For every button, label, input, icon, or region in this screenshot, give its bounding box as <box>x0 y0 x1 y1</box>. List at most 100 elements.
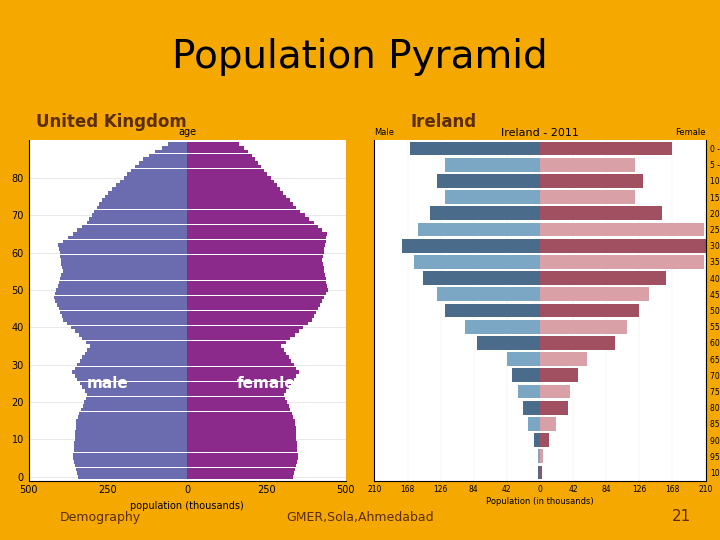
Bar <box>73 453 187 456</box>
Bar <box>540 190 634 204</box>
Bar <box>187 396 285 400</box>
Bar <box>108 191 187 194</box>
Bar <box>187 341 286 344</box>
Bar <box>540 303 639 318</box>
Bar <box>187 285 327 288</box>
Bar <box>187 161 258 165</box>
Bar <box>99 202 187 206</box>
Bar <box>187 408 290 411</box>
Bar <box>538 449 540 463</box>
Bar <box>78 475 187 478</box>
Bar <box>83 404 187 408</box>
Bar <box>523 401 540 415</box>
Bar <box>540 352 588 366</box>
Bar <box>540 141 672 156</box>
Bar <box>77 471 187 475</box>
Bar <box>187 150 248 153</box>
Bar <box>187 303 320 307</box>
Bar <box>187 348 284 352</box>
Bar <box>187 221 314 225</box>
Bar <box>63 318 187 322</box>
Bar <box>59 247 187 251</box>
Bar <box>87 393 187 396</box>
Bar <box>187 355 289 359</box>
Bar <box>80 382 187 385</box>
Bar <box>540 384 570 399</box>
Bar <box>56 288 187 292</box>
Bar <box>187 374 297 377</box>
Bar <box>540 449 543 463</box>
Bar <box>187 367 297 370</box>
Bar <box>58 244 187 247</box>
Bar <box>187 441 297 445</box>
Bar <box>430 206 540 220</box>
Bar <box>187 453 298 456</box>
Bar <box>513 368 540 382</box>
Bar <box>402 239 540 253</box>
Bar <box>187 168 264 172</box>
Bar <box>67 322 187 326</box>
Bar <box>540 465 541 480</box>
Bar <box>187 359 292 363</box>
Bar <box>540 271 666 285</box>
Bar <box>161 146 187 150</box>
Bar <box>76 419 187 423</box>
Bar <box>74 441 187 445</box>
Bar <box>73 449 187 453</box>
Bar <box>104 195 187 198</box>
Bar <box>168 143 187 146</box>
Bar <box>187 386 289 389</box>
Bar <box>187 310 316 314</box>
Bar <box>62 266 187 269</box>
Bar <box>187 344 282 348</box>
Bar <box>187 225 318 228</box>
Bar <box>187 176 271 180</box>
Bar <box>187 352 287 355</box>
Bar <box>187 273 325 277</box>
Bar <box>187 438 297 441</box>
Bar <box>187 363 294 367</box>
Bar <box>187 307 318 310</box>
Bar <box>187 165 261 168</box>
Bar <box>120 180 187 183</box>
Bar <box>61 262 187 266</box>
Text: male: male <box>87 376 129 391</box>
Bar <box>187 292 325 295</box>
Bar <box>76 430 187 434</box>
Bar <box>60 254 187 258</box>
Bar <box>446 158 540 172</box>
Bar <box>187 378 294 381</box>
Bar <box>75 464 187 468</box>
Text: 21: 21 <box>672 509 691 524</box>
Bar <box>187 333 294 336</box>
Bar <box>86 341 187 344</box>
Bar <box>410 141 540 156</box>
Bar <box>187 337 290 340</box>
Bar <box>60 251 187 254</box>
Bar <box>187 456 298 460</box>
Bar <box>187 295 324 299</box>
Bar <box>74 460 187 464</box>
Bar <box>187 322 308 326</box>
Bar <box>187 206 296 210</box>
Bar <box>187 449 297 453</box>
Bar <box>187 172 267 176</box>
Bar <box>187 258 323 262</box>
Bar <box>75 367 187 370</box>
Text: Ireland: Ireland <box>410 113 477 131</box>
Bar <box>187 314 314 318</box>
Bar <box>187 187 280 191</box>
Bar <box>187 423 295 426</box>
Bar <box>187 213 305 217</box>
Bar <box>534 433 540 447</box>
Text: Demography: Demography <box>60 511 141 524</box>
Bar <box>187 184 277 187</box>
Bar <box>507 352 540 366</box>
Bar <box>82 225 187 228</box>
Bar <box>187 262 323 266</box>
Bar <box>60 258 187 262</box>
Bar <box>187 419 295 423</box>
Bar <box>187 288 328 292</box>
Bar <box>84 400 187 404</box>
Bar <box>59 281 187 284</box>
